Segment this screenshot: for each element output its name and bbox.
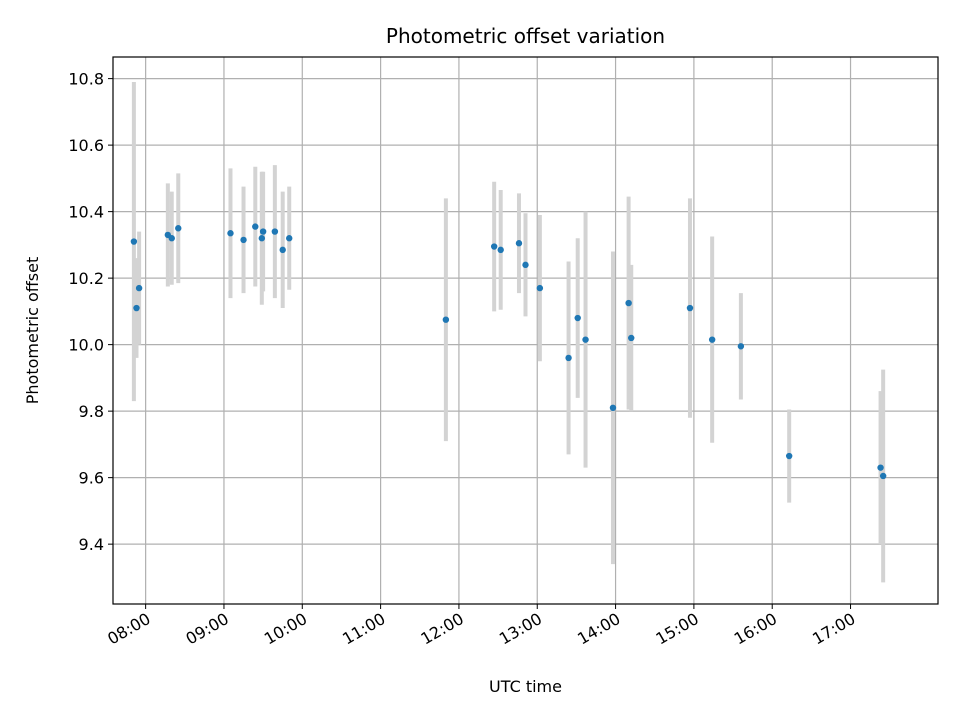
x-tick-label: 12:00 [417, 609, 466, 649]
y-tick-label: 9.6 [79, 469, 104, 488]
data-point [497, 246, 504, 254]
x-tick-label: 16:00 [731, 609, 780, 649]
y-tick-label: 10.6 [68, 136, 104, 155]
data-point [240, 236, 247, 244]
data-point [686, 304, 694, 312]
data-point [259, 228, 267, 235]
data-point [175, 225, 182, 232]
x-axis: 08:00 09:00 10:00 11:00 12:00 13:00 14:00 15:00… [104, 604, 859, 649]
data-point [135, 284, 143, 292]
data-point [258, 235, 266, 242]
y-axis: 9.4 9.6 9.8 10.0 10.2 10.4 10.6 10.8 [68, 70, 113, 554]
x-tick-label: 14:00 [574, 609, 623, 649]
data-point [130, 238, 138, 245]
error-bars [131, 81, 886, 583]
data-point [536, 284, 544, 292]
data-point [168, 235, 175, 242]
x-tick-label: 11:00 [339, 609, 388, 649]
x-tick-label: 17:00 [809, 609, 858, 649]
grid [113, 57, 938, 604]
y-axis-title: Photometric offset [23, 257, 42, 405]
x-tick-label: 09:00 [183, 609, 232, 649]
x-tick-label: 10:00 [261, 609, 310, 649]
data-points [130, 223, 887, 480]
chart-title: Photometric offset variation [386, 24, 665, 48]
data-point [522, 261, 529, 269]
y-tick-label: 10.2 [68, 269, 104, 288]
data-point [574, 314, 581, 322]
plot-frame [112, 56, 939, 605]
data-point [442, 316, 450, 323]
data-point [279, 246, 286, 254]
data-point [565, 354, 572, 362]
y-tick-label: 9.4 [79, 535, 104, 554]
data-point [737, 343, 745, 350]
data-point [286, 235, 293, 242]
data-point [515, 240, 523, 247]
data-point [879, 472, 887, 480]
x-tick-label: 15:00 [652, 609, 701, 649]
data-point [582, 336, 589, 343]
data-point [271, 228, 279, 235]
y-tick-label: 10.4 [68, 203, 104, 222]
y-tick-label: 9.8 [79, 402, 104, 421]
y-tick-label: 10.8 [68, 70, 104, 89]
data-point [609, 404, 617, 412]
data-point [628, 334, 635, 342]
y-tick-label: 10.0 [68, 336, 104, 355]
data-point [877, 464, 884, 471]
data-point [625, 299, 632, 307]
x-axis-title: UTC time [489, 677, 562, 696]
data-point [785, 452, 793, 460]
x-tick-label: 13:00 [496, 609, 545, 649]
data-point [227, 230, 234, 237]
data-point [252, 223, 259, 230]
x-tick-label: 08:00 [104, 609, 153, 649]
data-point [490, 243, 498, 250]
data-point [133, 304, 140, 312]
data-point [708, 336, 716, 343]
